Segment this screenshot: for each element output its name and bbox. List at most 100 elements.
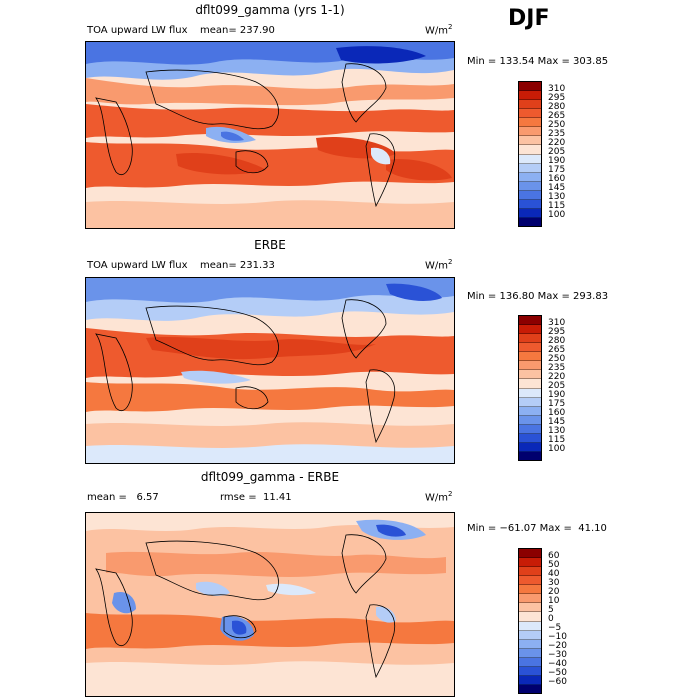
panel1-mean: mean= 237.90	[200, 25, 275, 36]
northern-hot-core	[146, 337, 376, 360]
tick-label: 0	[548, 614, 554, 624]
panel1-title: dflt099_gamma (yrs 1-1)	[195, 3, 345, 17]
panel2-colorbar-swatches	[518, 315, 542, 461]
maritime-continent-bias	[196, 581, 230, 596]
panel1-colorbar-swatches	[518, 81, 542, 227]
tick-label: −50	[548, 668, 567, 678]
swatch	[519, 442, 541, 452]
swatch	[519, 334, 541, 344]
tick-label: 5	[548, 605, 554, 615]
swatch	[519, 576, 541, 586]
swatch	[519, 666, 541, 676]
tick-label: 40	[548, 569, 560, 579]
north-america-outline	[341, 299, 387, 359]
tick-label: 265	[548, 111, 566, 121]
tick-label: −10	[548, 632, 567, 642]
swatch	[519, 109, 541, 119]
units-exponent: 2	[448, 23, 453, 31]
north-america-outline	[341, 63, 387, 123]
warm-pool-convection	[181, 370, 251, 384]
panel2-title: ERBE	[254, 238, 286, 252]
season-label: DJF	[508, 6, 550, 31]
tick-label: −20	[548, 641, 567, 651]
swatch	[519, 451, 541, 460]
tick-label: 115	[548, 435, 566, 445]
north-america-outline	[341, 534, 387, 594]
swatch	[519, 657, 541, 667]
panel3-rmse: rmse = 11.41	[220, 492, 292, 503]
eurasia-outline	[145, 69, 279, 130]
eurasia-outline	[145, 540, 279, 601]
tick-label: 115	[548, 201, 566, 211]
tick-label: 145	[548, 417, 566, 427]
tick-label: −30	[548, 650, 567, 660]
units-exponent: 2	[448, 490, 453, 498]
tick-label: 20	[548, 587, 560, 597]
south-america-outline	[365, 604, 396, 679]
southern-positive-bias	[86, 613, 454, 649]
panel3-colorbar-swatches	[518, 548, 542, 694]
tick-label: 220	[548, 372, 566, 382]
swatch	[519, 675, 541, 685]
tick-label: 130	[548, 426, 566, 436]
tick-label: 145	[548, 183, 566, 193]
swatch	[519, 639, 541, 649]
tick-label: 280	[548, 102, 566, 112]
swatch	[519, 424, 541, 434]
atlantic-hot-spot	[386, 159, 452, 181]
tick-label: 175	[548, 165, 566, 175]
arctic-region	[86, 513, 454, 531]
panel3-units: W/m2	[425, 490, 452, 503]
swatch	[519, 567, 541, 577]
australia-bias-core	[232, 620, 247, 635]
panel3-title: dflt099_gamma - ERBE	[200, 470, 340, 484]
units-base: W/m	[425, 25, 448, 37]
swatch	[519, 82, 541, 92]
warm-pool-core	[221, 131, 244, 141]
tick-label: 190	[548, 156, 566, 166]
swatch	[519, 136, 541, 146]
panel1-variable-label: TOA upward LW flux	[87, 25, 188, 36]
panel3-colorbar: 60 50 40 30 20 10 5 0 −5 −10 −20 −30 −40…	[518, 548, 567, 694]
units-base: W/m	[425, 492, 448, 504]
swatch	[519, 585, 541, 595]
tick-label: 30	[548, 578, 560, 588]
tick-label: 175	[548, 399, 566, 409]
panel1-map	[85, 41, 455, 229]
africa-outline	[95, 333, 133, 411]
siberia-cold-core	[336, 46, 426, 64]
panel2-variable-label: TOA upward LW flux	[87, 260, 188, 271]
panel2-map	[85, 277, 455, 464]
arctic-region	[86, 278, 454, 303]
tick-label: 280	[548, 336, 566, 346]
swatch	[519, 352, 541, 362]
swatch	[519, 415, 541, 425]
swatch	[519, 406, 541, 416]
panel2-minmax: Min = 136.80 Max = 293.83	[467, 291, 609, 302]
swatch	[519, 172, 541, 182]
tick-label: 250	[548, 354, 566, 364]
antarctic-edge	[86, 444, 454, 463]
tick-label: 205	[548, 381, 566, 391]
tick-label: 100	[548, 210, 566, 220]
southern-ocean	[86, 200, 454, 228]
tick-label: 50	[548, 560, 560, 570]
tick-label: −40	[548, 659, 567, 669]
units-exponent: 2	[448, 258, 453, 266]
swatch	[519, 370, 541, 380]
tick-label: 220	[548, 138, 566, 148]
tick-label: 160	[548, 408, 566, 418]
tick-label: 265	[548, 345, 566, 355]
tick-label: 100	[548, 444, 566, 454]
swatch	[519, 594, 541, 604]
swatch	[519, 549, 541, 559]
tick-label: 205	[548, 147, 566, 157]
swatch	[519, 190, 541, 200]
panel1-minmax: Min = 133.54 Max = 303.85	[467, 56, 609, 67]
swatch	[519, 603, 541, 613]
australia-outline	[223, 615, 257, 639]
swatch	[519, 118, 541, 128]
panel3-mean: mean = 6.57	[87, 492, 159, 503]
panel2-units: W/m2	[425, 258, 452, 271]
northern-warm-belt	[86, 104, 454, 138]
